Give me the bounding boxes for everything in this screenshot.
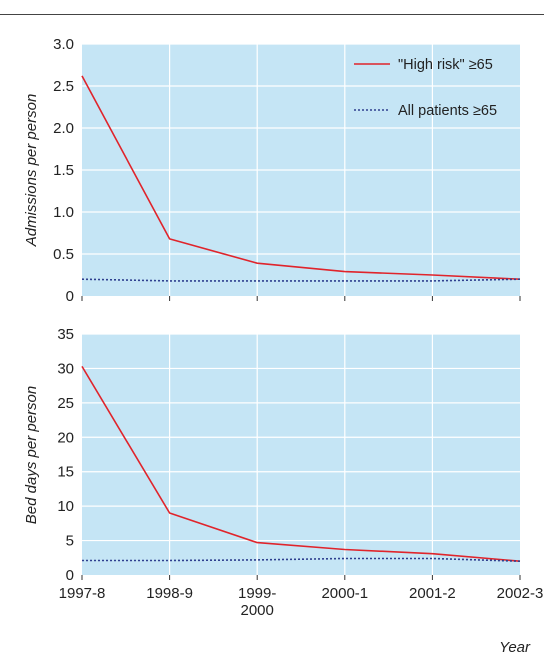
x-tick-label: 2000-1: [321, 585, 368, 602]
panel2-y-tick-label: 35: [57, 326, 74, 343]
panel1-y-tick-label: 0.5: [53, 246, 74, 263]
panel1-series-high-risk-line: [81, 75, 521, 280]
panel1-y-tick-label: 2.5: [53, 78, 74, 95]
panel2-y-tick-label: 15: [57, 464, 74, 481]
x-axis-label: Year: [499, 639, 531, 656]
panel2-series-high-risk-line: [81, 365, 521, 562]
panel2-y-tick-label: 10: [57, 498, 74, 515]
x-tick-label: 1997-8: [59, 585, 106, 602]
panel2-y-tick-label: 0: [66, 567, 74, 584]
panel1-y-tick-label: 3.0: [53, 36, 74, 53]
top-rule: [0, 14, 544, 15]
panel2-y-tick-label: 30: [57, 360, 74, 377]
panel2-y-tick-label: 5: [66, 533, 74, 550]
panel1-y-tick-label: 1.5: [53, 162, 74, 179]
x-tick-label: 2002-3: [497, 585, 544, 602]
legend-label-1: "High risk" ≥65: [398, 57, 493, 73]
panel2-y-tick-label: 25: [57, 395, 74, 412]
x-tick-label: 1998-9: [146, 585, 193, 602]
panel1-y-axis-label: Admissions per person: [23, 94, 40, 248]
panel2-y-axis-label: Bed days per person: [23, 386, 40, 524]
panel1-series-all-patients-line: [81, 278, 521, 282]
panel2-series-all-patients-line: [82, 557, 521, 562]
legend-label-2: All patients ≥65: [398, 103, 497, 119]
panel1-y-tick-label: 1.0: [53, 204, 74, 221]
panel2-y-tick-label: 20: [57, 429, 74, 446]
panel1-y-tick-label: 2.0: [53, 120, 74, 137]
x-tick-label: 1999-2000: [238, 585, 276, 619]
panel1-y-tick-label: 0: [66, 288, 74, 305]
panel2-plot-area: [82, 334, 520, 575]
x-tick-label: 2001-2: [409, 585, 456, 602]
